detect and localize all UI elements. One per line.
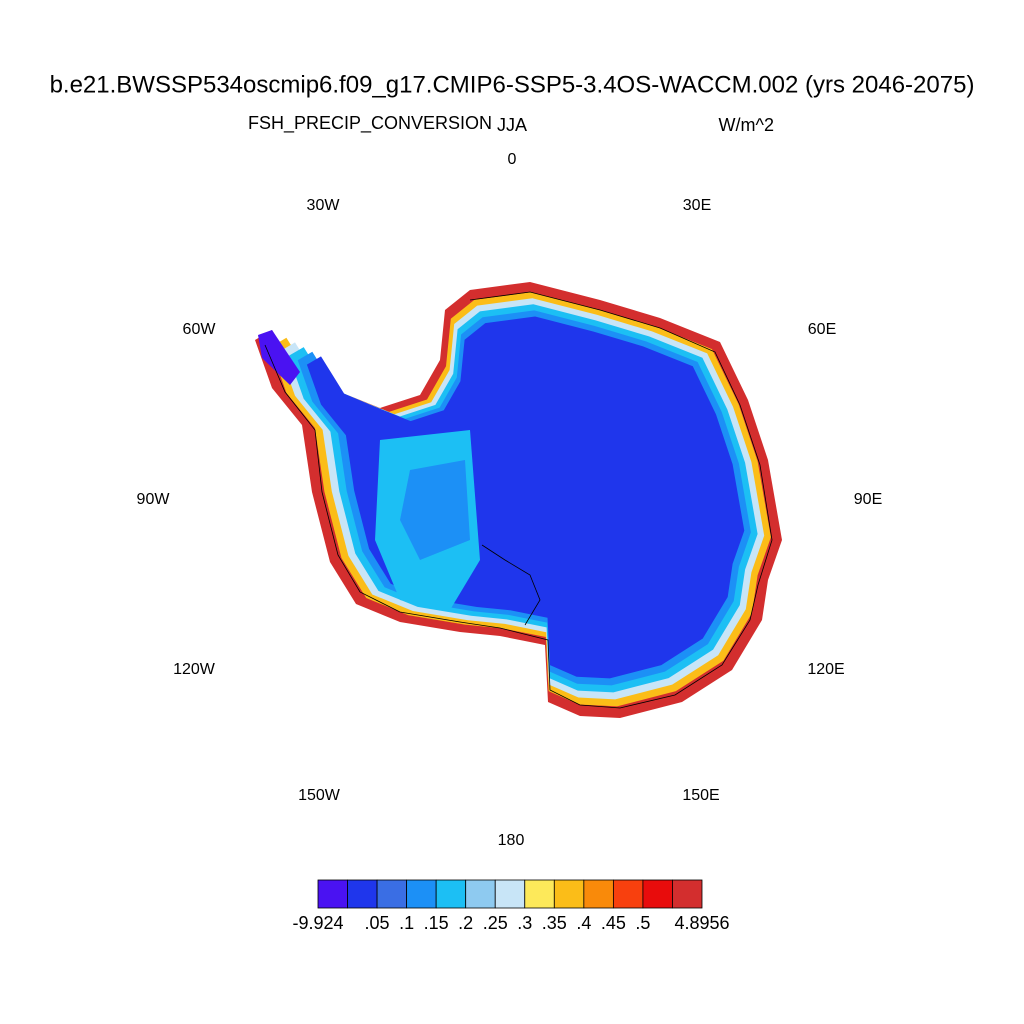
colorbar-label: .4 <box>576 913 591 933</box>
coastline <box>264 291 773 709</box>
colorbar-label: .15 <box>424 913 449 933</box>
colorbar-box <box>494 879 526 909</box>
colorbar-box <box>524 879 555 909</box>
coastline <box>481 544 541 626</box>
colorbar-label: 4.8956 <box>674 913 729 933</box>
colorbar-label: .25 <box>483 913 508 933</box>
colorbar-label: .3 <box>517 913 532 933</box>
longitude-label: 30E <box>683 197 711 214</box>
longitude-label: 150E <box>682 787 719 804</box>
left-subtitle: FSH_PRECIP_CONVERSION <box>248 113 492 134</box>
colorbar-box <box>672 879 703 909</box>
colorbar-label: .05 <box>365 913 390 933</box>
colorbar-box <box>465 879 496 909</box>
colorbar-label: .45 <box>601 913 626 933</box>
longitude-label: 60W <box>183 321 217 338</box>
longitude-label: 120E <box>807 661 844 678</box>
right-subtitle: W/m^2 <box>719 115 774 135</box>
longitude-label: 90E <box>854 491 882 508</box>
longitude-label: 180 <box>498 832 525 849</box>
longitude-label: 60E <box>808 321 836 338</box>
colorbar-label: .1 <box>399 913 414 933</box>
longitude-label: 150W <box>298 787 341 804</box>
longitude-label: 90W <box>137 491 171 508</box>
longitude-label: 120W <box>173 661 216 678</box>
colorbar-label: .5 <box>635 913 650 933</box>
center-subtitle: JJA <box>497 115 527 135</box>
longitude-label: 30W <box>307 197 341 214</box>
map-field <box>400 460 470 560</box>
map: 0 30E 60E 90E 120E 150E 180 150W 120W 90W 60W 30W <box>137 151 883 849</box>
colorbar-box <box>583 879 614 909</box>
colorbar-box <box>406 879 437 909</box>
colorbar-box <box>612 879 644 909</box>
colorbar-box <box>317 879 348 909</box>
colorbar-box <box>435 879 467 909</box>
title: b.e21.BWSSP534oscmip6.f09_g17.CMIP6-SSP5… <box>50 71 975 98</box>
colorbar-box <box>553 879 585 909</box>
longitude-label: 0 <box>508 151 517 168</box>
colorbar: -9.924 .05 .1 .15 .2 .25 .3 .35 .4 .45 .5 4.8956 <box>292 879 730 933</box>
colorbar-label: -9.924 <box>292 913 343 933</box>
colorbar-box <box>347 879 378 909</box>
colorbar-box <box>642 879 673 909</box>
colorbar-label: .2 <box>458 913 473 933</box>
colorbar-box <box>376 879 408 909</box>
colorbar-label: .35 <box>542 913 567 933</box>
map-field <box>258 330 300 385</box>
